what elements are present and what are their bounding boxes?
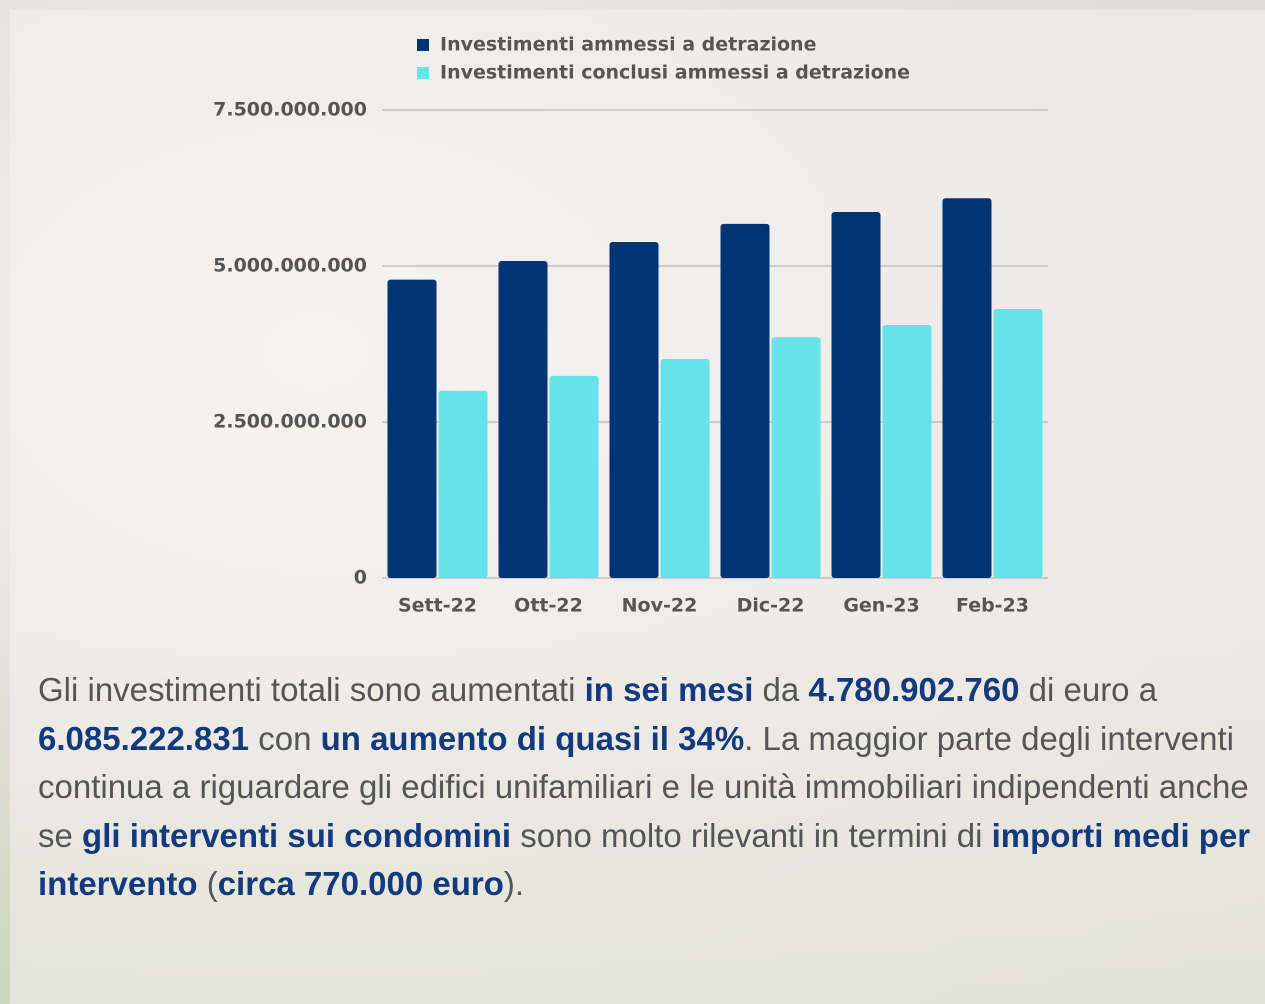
y-tick-label: 5.000.000.000 [213,255,367,277]
bar [498,261,548,578]
legend-label: Investimenti conclusi ammessi a detrazio… [440,62,910,84]
bar [831,212,881,579]
bar [609,241,659,578]
bar [660,358,710,578]
body-text: ). [503,865,525,902]
body-text: ( [197,865,218,902]
highlight-text: importi medi per intervento [38,816,1251,903]
body-text: con [249,719,321,757]
x-tick-label: Dic-22 [737,595,805,617]
x-tick-label: Feb-23 [956,595,1029,617]
highlight-text: un aumento di quasi il 34% [320,719,745,757]
y-tick-label: 2.500.000.000 [213,411,367,433]
bar [771,337,821,578]
body-text: . La maggior parte degli interventi cont… [38,719,1249,854]
body-text: sono molto rilevanti in termini di [511,816,992,854]
x-tick-label: Gen-23 [843,595,919,617]
legend-swatch [417,39,429,51]
body-text: di euro a [1019,671,1158,708]
bar [882,324,932,578]
y-tick-label: 7.500.000.000 [213,99,367,121]
x-tick-label: Ott-22 [514,595,583,617]
highlight-text: circa 770.000 euro [217,865,504,902]
bar [942,198,992,578]
highlight-text: 6.085.222.831 [38,719,250,757]
y-tick-label: 0 [354,567,367,589]
description: Gli investimenti totali sono aumentati i… [38,666,1263,909]
bar [438,390,488,578]
bar [549,375,599,578]
highlight-text: gli interventi sui condomini [82,816,512,854]
body-text: da [753,671,809,708]
body-text: Gli investimenti totali sono aumentati [38,671,585,708]
legend-swatch [417,67,429,79]
bar [720,223,770,578]
bar [387,279,437,578]
x-tick-label: Nov-22 [622,595,698,617]
bar [993,309,1043,578]
highlight-text: in sei mesi [584,671,754,708]
x-tick-label: Sett-22 [398,595,477,617]
highlight-text: 4.780.902.760 [808,671,1020,708]
legend-label: Investimenti ammessi a detrazione [440,34,816,56]
chart: 0 2.500.000.000 5.000.000.000 7.500.000.000… [213,34,1048,617]
